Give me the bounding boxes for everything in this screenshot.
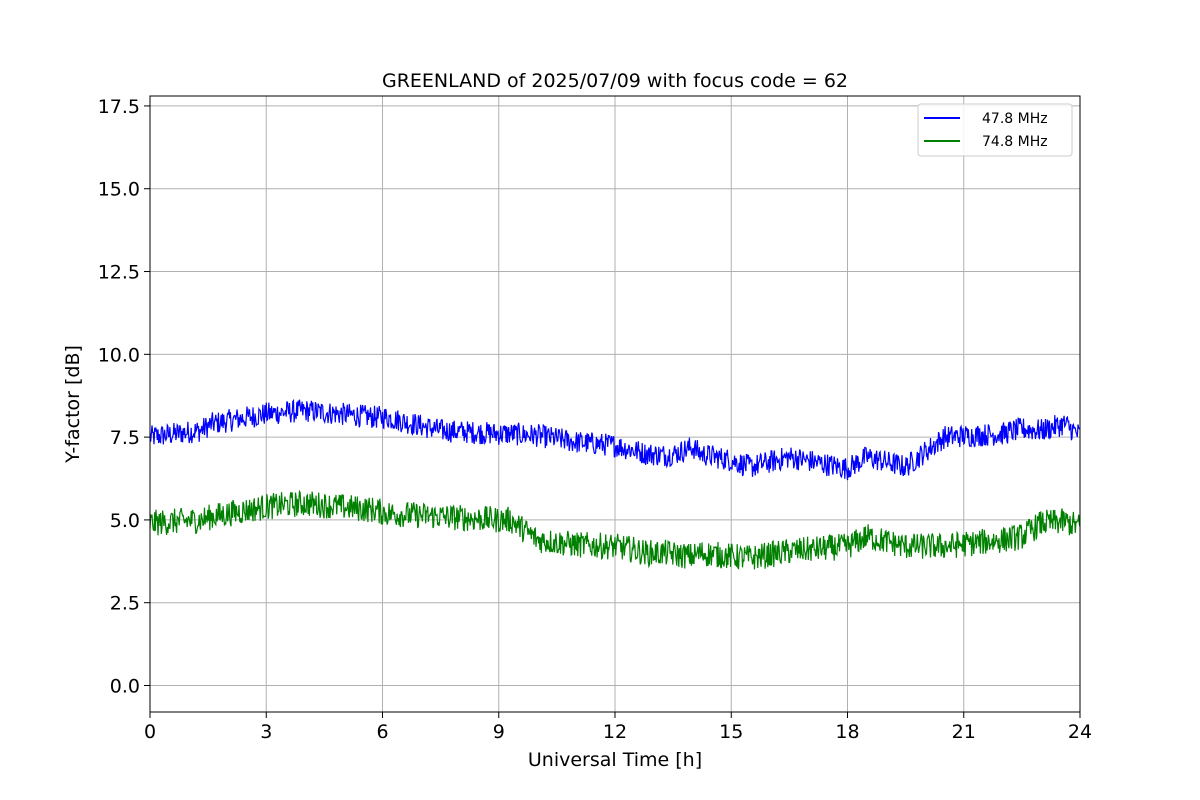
series-line-0 — [149, 398, 1081, 481]
x-tick-label: 18 — [835, 721, 859, 743]
y-tick-label: 10.0 — [98, 344, 140, 366]
x-tick-label: 9 — [493, 721, 505, 743]
y-tick-label: 15.0 — [98, 179, 140, 201]
legend-label-47-8-mhz: 47.8 MHz — [982, 111, 1048, 127]
grid — [149, 96, 1081, 712]
y-tick-label: 0.0 — [110, 676, 140, 698]
chart-title: GREENLAND of 2025/07/09 with focus code … — [382, 70, 848, 92]
legend-label-74-8-mhz: 74.8 MHz — [982, 134, 1048, 150]
series-line-1 — [149, 489, 1081, 570]
ticks: 0 3 6 9 12 15 18 21 24 0.0 2.5 5.0 7.5 10.0 12.5 15.0 17… — [98, 96, 1092, 743]
y-tick-label: 5.0 — [110, 510, 140, 532]
y-tick-label: 2.5 — [110, 593, 140, 615]
x-tick-label: 12 — [603, 721, 627, 743]
legend: 47.8 MHz 74.8 MHz — [917, 103, 1073, 157]
x-tick-label: 3 — [260, 721, 272, 743]
y-axis-label: Y-factor [dB] — [62, 345, 84, 464]
x-tick-label: 6 — [376, 721, 388, 743]
x-tick-label: 15 — [719, 721, 743, 743]
y-tick-label: 17.5 — [98, 96, 140, 118]
x-axis-label: Universal Time [h] — [528, 749, 702, 771]
x-tick-label: 21 — [952, 721, 976, 743]
x-tick-label: 0 — [144, 721, 156, 743]
series-layer — [149, 398, 1081, 570]
y-tick-label: 12.5 — [98, 262, 140, 284]
x-tick-label: 24 — [1068, 721, 1092, 743]
y-tick-label: 7.5 — [110, 427, 140, 449]
